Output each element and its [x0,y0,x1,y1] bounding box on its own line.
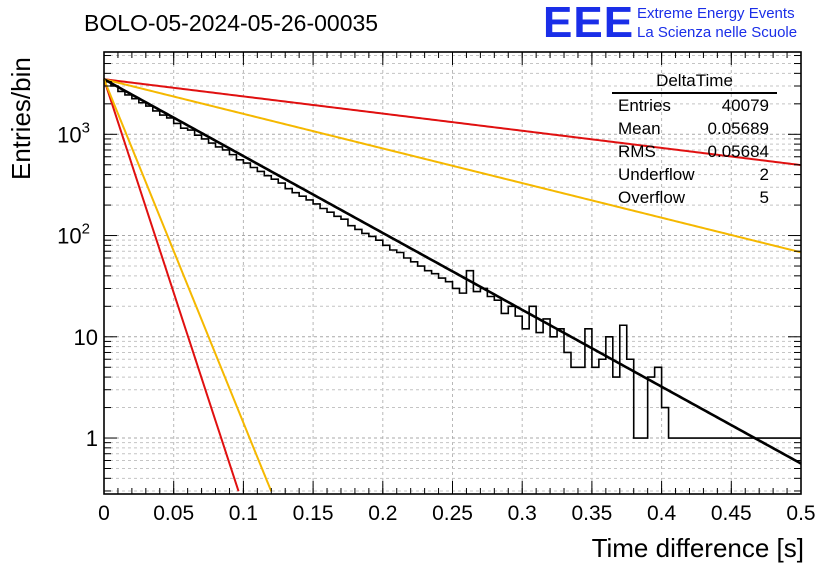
x-axis-label: Time difference [s] [591,533,804,563]
x-tick-label: 0.05 [153,502,194,525]
x-tick-label: 0.2 [368,502,397,525]
stat-label: Mean [618,119,661,138]
stat-label: Entries [618,96,671,115]
x-tick-label: 0.3 [508,502,537,525]
curve-red-slow [103,78,802,167]
curve-orange-slow [103,78,802,254]
logo-subtitle-2: La Scienza nelle Scuole [637,24,798,41]
stat-value: 5 [759,188,769,207]
curve-fit [103,78,802,465]
histogram-outline [104,81,801,439]
stat-label: Overflow [618,188,686,207]
y-tick-label: 10 [74,325,98,350]
x-tick-label: 0.4 [647,502,677,525]
slow-curves [103,78,802,254]
x-tick-label: 0.15 [293,502,334,525]
stat-value: 0.05684 [707,142,769,161]
stats-title: DeltaTime [612,70,777,94]
x-tick-label: 0.25 [432,502,473,525]
logo-subtitle-1: Extreme Energy Events [637,5,795,22]
x-tick-label: 0.35 [571,502,612,525]
x-tick-label: 0.1 [229,502,258,525]
curve-orange-fast [103,78,273,492]
y-tick-label: 103 [57,119,90,147]
tick-labels: 0 0.05 0.1 0.15 0.2 0.25 0.3 0.35 0.4 0.45 0.5 1 10 1… [57,119,815,525]
plot-frame [103,51,802,495]
x-tick-label: 0.45 [711,502,752,525]
stat-row: RMS 0.05684 [612,140,777,163]
stat-label: RMS [618,142,656,161]
stat-row: Overflow 5 [612,186,777,209]
stat-row: Entries 40079 [612,94,777,117]
eee-logo: EEE [543,0,635,47]
stat-value: 2 [759,165,769,184]
stat-value: 40079 [721,96,769,115]
y-axis-label: Entries/bin [6,57,36,180]
x-tick-label: 0 [98,502,110,525]
curve-red-fast [103,78,240,492]
stats-box: DeltaTime Entries 40079 Mean 0.05689 RMS… [612,70,777,209]
chart-title: BOLO-05-2024-05-26-00035 [84,10,379,36]
y-tick-label: 1 [86,426,98,451]
x-tick-label: 0.5 [786,502,815,525]
stat-label: Underflow [618,165,695,184]
stat-row: Mean 0.05689 [612,117,777,140]
y-tick-label: 102 [57,221,90,249]
stat-row: Underflow 2 [612,163,777,186]
fast-curves [103,78,273,492]
stat-value: 0.05689 [707,119,769,138]
histogram [103,78,802,465]
